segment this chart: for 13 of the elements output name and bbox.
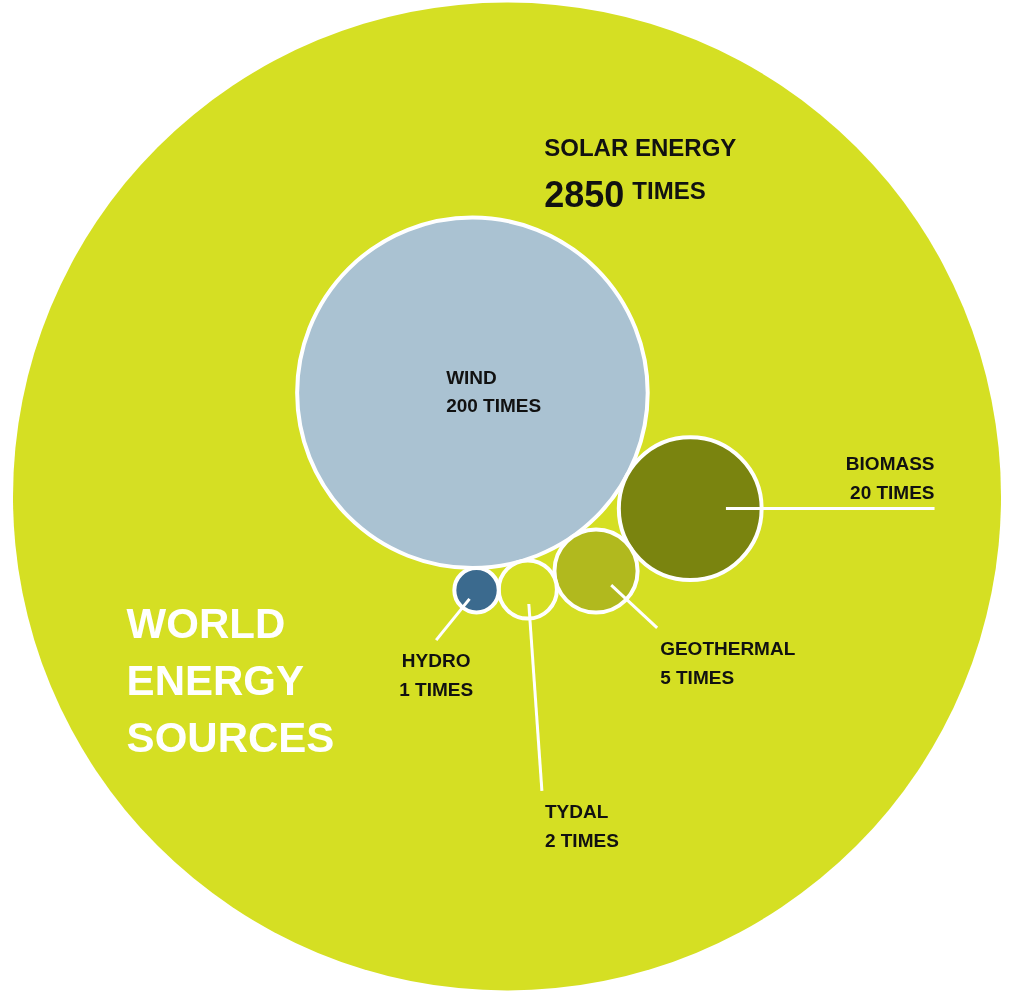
- category-label: HYDRO: [401, 650, 471, 672]
- data-label: 2 TIMES: [544, 829, 619, 851]
- category-label: WIND: [446, 366, 497, 388]
- data-label: 2850 TIMES: [544, 174, 706, 216]
- category-label: TYDAL: [544, 800, 609, 822]
- data-label: 5 TIMES: [660, 666, 735, 688]
- text: WORLD ENERGY SOURCES: [126, 600, 335, 762]
- category-label: BIOMASS: [845, 452, 935, 474]
- category-label: SOLAR ENERGY: [544, 134, 737, 162]
- category-label: GEOTHERMAL: [660, 637, 796, 659]
- data-label: 1 TIMES: [399, 679, 474, 701]
- data-label: 20 TIMES: [850, 481, 935, 503]
- data-label: 200 TIMES: [446, 394, 542, 416]
